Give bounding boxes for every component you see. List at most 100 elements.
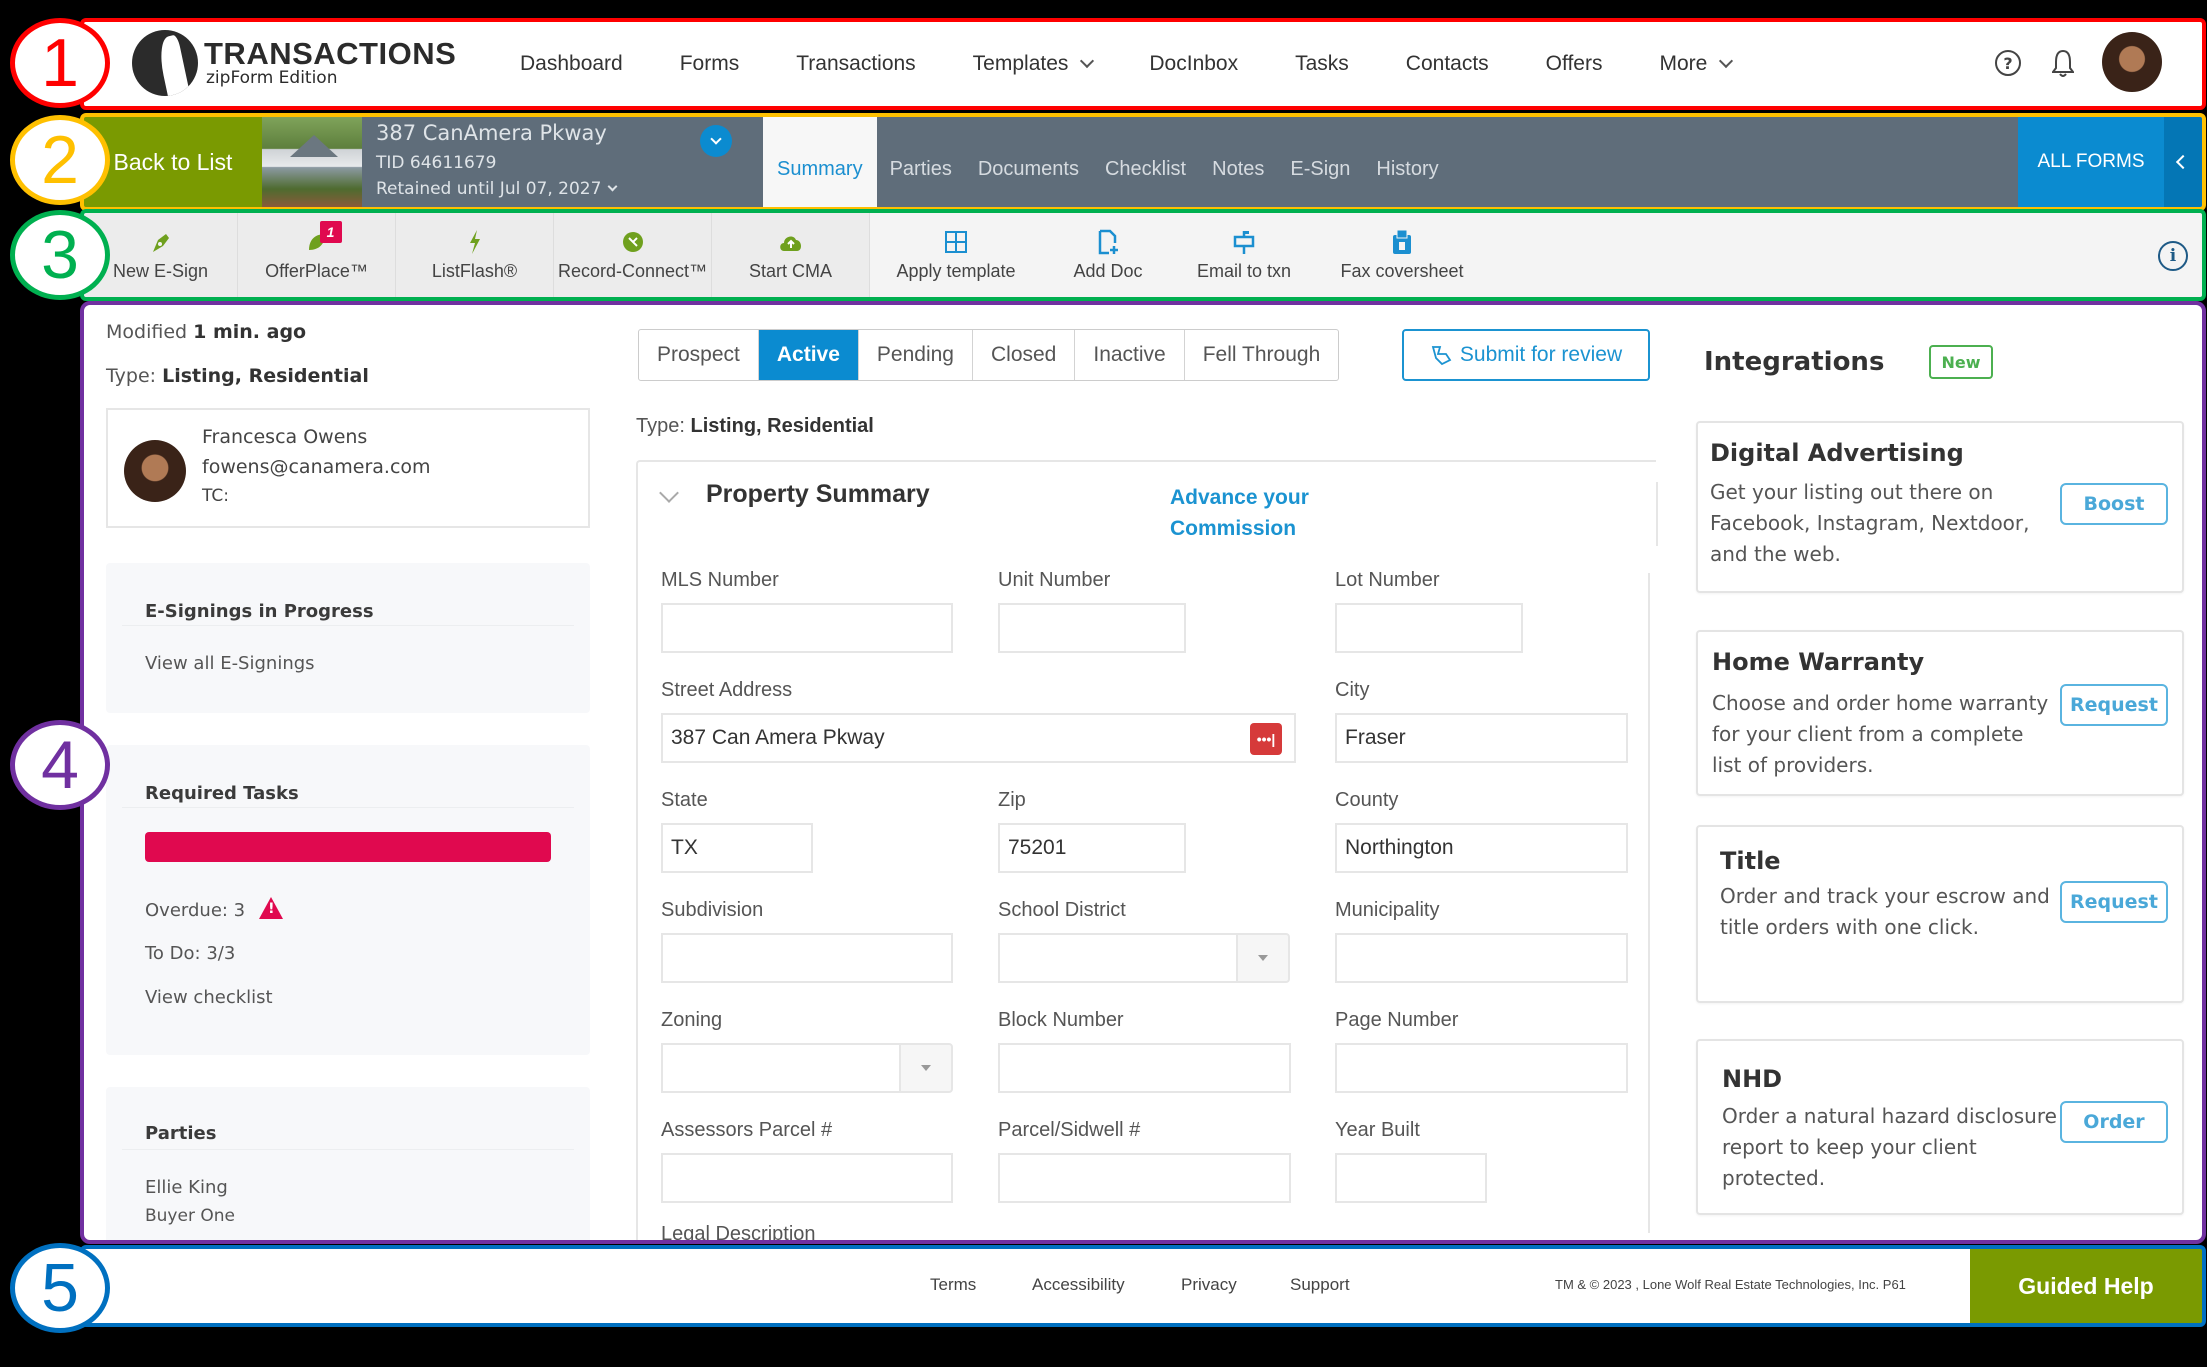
apply-template-button[interactable]: Apply template xyxy=(870,213,1042,297)
status-closed[interactable]: Closed xyxy=(973,330,1076,380)
home-warranty-request-button[interactable]: Request xyxy=(2060,684,2168,726)
tab-parties[interactable]: Parties xyxy=(889,157,952,180)
tab-history[interactable]: History xyxy=(1376,157,1439,180)
fax-icon xyxy=(1389,229,1415,255)
center-transaction-type: Type: Listing, Residential xyxy=(636,415,874,438)
municipality-input[interactable] xyxy=(1335,933,1628,983)
type-label: Type: xyxy=(106,365,163,387)
add-doc-button[interactable]: Add Doc xyxy=(1042,213,1174,297)
all-forms-button[interactable]: ALL FORMS xyxy=(2018,117,2164,207)
tab-checklist[interactable]: Checklist xyxy=(1104,157,1187,180)
nav-contacts[interactable]: Contacts xyxy=(1406,52,1489,76)
year-built-input[interactable] xyxy=(1335,1153,1487,1203)
footer-terms-link[interactable]: Terms xyxy=(930,1275,977,1294)
tool-label: Start CMA xyxy=(748,260,832,281)
county-input[interactable]: Northington xyxy=(1335,823,1628,873)
submit-for-review-button[interactable]: Submit for review xyxy=(1402,329,1650,381)
card-border xyxy=(1648,573,1650,1233)
apn-input[interactable] xyxy=(661,1153,953,1203)
wolf-logo-icon[interactable] xyxy=(132,30,198,96)
card-title: Home Warranty xyxy=(1712,648,1925,676)
status-active[interactable]: Active xyxy=(758,330,859,380)
offerplace-button[interactable]: 1 OfferPlace™ xyxy=(238,213,396,297)
guided-help-button[interactable]: Guided Help xyxy=(1970,1249,2202,1323)
unit-label: Unit Number xyxy=(998,569,1111,591)
fax-coversheet-button[interactable]: Fax coversheet xyxy=(1314,213,1490,297)
subdivision-input[interactable] xyxy=(661,933,953,983)
status-fell-through[interactable]: Fell Through xyxy=(1202,343,1321,366)
state-input[interactable]: TX xyxy=(661,823,813,873)
tab-summary[interactable]: Summary xyxy=(763,117,877,207)
top-navigation: TRANSACTIONS zipForm Edition Dashboard F… xyxy=(84,22,2202,106)
block-input[interactable] xyxy=(998,1043,1291,1093)
unit-input[interactable] xyxy=(998,603,1186,653)
party-name-link[interactable]: Ellie King xyxy=(145,1177,228,1198)
all-forms-collapse-toggle[interactable] xyxy=(2164,117,2202,207)
modified-value: 1 min. ago xyxy=(193,321,307,343)
zoning-select[interactable] xyxy=(661,1043,953,1093)
status-pending[interactable]: Pending xyxy=(859,330,973,380)
nav-templates[interactable]: Templates xyxy=(973,52,1095,76)
nav-tasks[interactable]: Tasks xyxy=(1295,52,1349,76)
view-checklist-link[interactable]: View checklist xyxy=(145,987,273,1008)
nav-more[interactable]: More xyxy=(1659,52,1734,76)
nav-offers[interactable]: Offers xyxy=(1546,52,1603,76)
user-avatar[interactable] xyxy=(2102,32,2162,92)
page-input[interactable] xyxy=(1335,1043,1628,1093)
school-district-label: School District xyxy=(998,899,1126,921)
address-dropdown-button[interactable] xyxy=(700,125,732,157)
status-selector: Prospect Active Pending Closed Inactive … xyxy=(638,329,1340,381)
tab-documents[interactable]: Documents xyxy=(977,157,1079,180)
record-connect-button[interactable]: Record-Connect™ xyxy=(554,213,712,297)
title-request-button[interactable]: Request xyxy=(2060,881,2168,923)
question-circle-icon[interactable]: ? xyxy=(1995,50,2021,76)
collapse-chevron-icon[interactable] xyxy=(659,483,679,503)
nhd-order-button[interactable]: Order xyxy=(2060,1101,2168,1143)
nav-label: Dashboard xyxy=(520,52,623,75)
street-address-input[interactable]: 387 Can Amera Pkway •••| xyxy=(661,713,1296,763)
school-district-select[interactable] xyxy=(998,933,1290,983)
county-label: County xyxy=(1335,789,1399,811)
caret-down-icon xyxy=(921,1065,931,1071)
footer-privacy-link[interactable]: Privacy xyxy=(1181,1275,1237,1294)
status-prospect[interactable]: Prospect xyxy=(639,330,759,380)
footer: Terms Accessibility Privacy Support TM &… xyxy=(84,1249,2202,1323)
mls-input[interactable] xyxy=(661,603,953,653)
nav-docinbox[interactable]: DocInbox xyxy=(1149,52,1238,76)
email-to-txn-button[interactable]: Email to txn xyxy=(1174,213,1314,297)
retention-dropdown[interactable]: Retained until Jul 07, 2027 xyxy=(376,179,618,199)
lot-input[interactable] xyxy=(1335,603,1523,653)
nav-forms[interactable]: Forms xyxy=(680,52,740,76)
view-all-esignings-link[interactable]: View all E-Signings xyxy=(145,653,315,674)
dropdown-toggle[interactable] xyxy=(1236,933,1290,983)
dropdown-toggle[interactable] xyxy=(899,1043,953,1093)
back-to-list-button[interactable]: Back to List xyxy=(84,117,262,207)
footer-support-link[interactable]: Support xyxy=(1290,1275,1350,1294)
boost-button[interactable]: Boost xyxy=(2060,483,2168,525)
tab-notes[interactable]: Notes xyxy=(1212,157,1265,180)
chevron-down-icon xyxy=(1080,53,1095,69)
property-address: 387 CanAmera Pkway xyxy=(376,121,607,145)
nav-transactions[interactable]: Transactions xyxy=(796,52,915,76)
action-toolbar: New E-Sign 1 OfferPlace™ ListFlash® Reco… xyxy=(84,213,2202,297)
start-cma-button[interactable]: Start CMA xyxy=(712,213,870,297)
caret-down-icon xyxy=(1258,955,1268,961)
sidwell-input[interactable] xyxy=(998,1153,1291,1203)
status-inactive[interactable]: Inactive xyxy=(1075,330,1185,380)
grid-icon xyxy=(943,229,969,255)
chevron-down-icon xyxy=(607,181,618,191)
bell-icon[interactable] xyxy=(2051,48,2075,78)
pen-icon xyxy=(148,229,174,255)
tool-label: Add Doc xyxy=(1073,260,1143,281)
city-input[interactable]: Fraser xyxy=(1335,713,1628,763)
nav-dashboard[interactable]: Dashboard xyxy=(520,52,623,76)
info-icon[interactable]: i xyxy=(2158,241,2188,271)
address-lookup-icon[interactable]: •••| xyxy=(1250,723,1282,755)
tab-esign[interactable]: E-Sign xyxy=(1290,157,1351,180)
logo-title[interactable]: TRANSACTIONS xyxy=(204,36,457,71)
listflash-button[interactable]: ListFlash® xyxy=(396,213,554,297)
advance-commission-link[interactable]: Advance your Commission xyxy=(1170,482,1309,544)
agent-email[interactable]: fowens@canamera.com xyxy=(202,456,431,478)
zip-input[interactable]: 75201 xyxy=(998,823,1186,873)
footer-accessibility-link[interactable]: Accessibility xyxy=(1032,1275,1125,1294)
